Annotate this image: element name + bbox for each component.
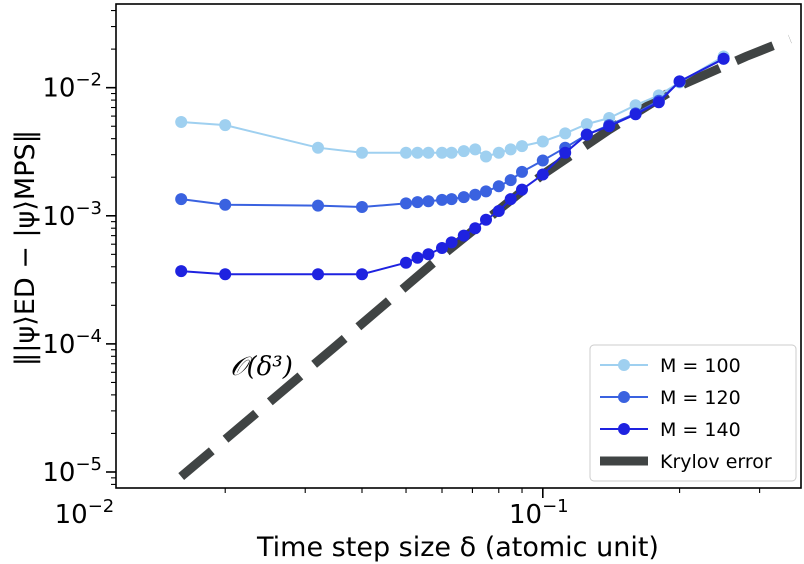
legend: M = 100 M = 120 M = 140 Krylov error [589,344,797,482]
data-point [411,146,424,159]
legend-swatch-marker [618,359,630,371]
legend-label: M = 120 [660,387,741,409]
data-point [356,201,368,213]
data-point [559,146,572,159]
x-tick-label: 10−2 [55,496,115,530]
data-point [436,146,448,159]
data-point [445,146,458,159]
data-point [469,188,482,201]
x-axis-label: Time step size δ (atomic unit) [256,532,659,563]
data-point [411,251,424,264]
data-point [312,268,324,281]
legend-swatch-marker [618,423,630,435]
data-point [175,265,188,278]
data-point [422,146,435,159]
data-point [400,197,412,210]
data-point [457,191,470,204]
data-point [603,120,616,133]
data-point [436,193,448,206]
plot-frame [115,3,802,489]
data-point [629,99,642,112]
data-point [175,193,188,206]
data-point [356,268,368,281]
data-point [652,96,665,109]
data-point [480,150,492,163]
legend-label: M = 100 [660,355,741,377]
y-tick-label: 10−2 [42,70,102,104]
data-point [445,236,458,249]
data-point [312,141,324,154]
data-point [480,213,492,226]
data-point [673,75,686,88]
data-point [400,146,412,159]
series-layer [175,34,792,481]
data-point [422,195,435,208]
data-point [457,229,470,242]
data-point [504,143,517,156]
data-point [559,127,572,140]
data-point [516,140,528,153]
series-line-m120 [181,57,725,209]
data-point [536,135,549,148]
data-point [445,193,458,206]
data-point [536,168,549,181]
data-point [457,145,470,158]
data-point [219,198,232,211]
y-tick-label: 10−3 [42,198,102,232]
legend-box [589,344,797,482]
data-point [492,146,505,159]
data-point [422,248,435,261]
data-point [219,119,232,132]
tick-layer: 10−2 10−1 10−5 10−4 10−3 10−2 [42,10,761,530]
data-point [469,222,482,235]
legend-label: M = 140 [660,419,741,441]
y-tick-label: 10−4 [42,326,102,360]
x-tick-label: 10−1 [509,496,569,530]
data-point [580,128,593,141]
data-point [480,185,492,198]
data-point [492,180,505,193]
data-point [436,242,448,254]
data-point [536,154,549,167]
data-point [219,268,232,281]
data-point [411,196,424,209]
data-point [629,108,642,121]
data-point [492,205,505,217]
data-point [504,193,517,206]
annotation-text: 𝒪(δ³) [230,352,293,382]
data-point [400,256,412,269]
data-point [469,143,482,156]
legend-swatch-marker [618,391,630,403]
data-point [504,174,517,187]
data-point [175,116,188,128]
data-point [516,165,528,178]
y-axis-label: ‖|ψ⟩ED − |ψ⟩MPS‖ [10,130,41,366]
data-point [580,118,593,131]
data-point [356,146,368,159]
data-point [312,199,324,212]
y-tick-label: 10−5 [42,454,102,488]
data-point [717,52,730,65]
legend-label: Krylov error [660,451,772,473]
data-point [516,183,528,196]
